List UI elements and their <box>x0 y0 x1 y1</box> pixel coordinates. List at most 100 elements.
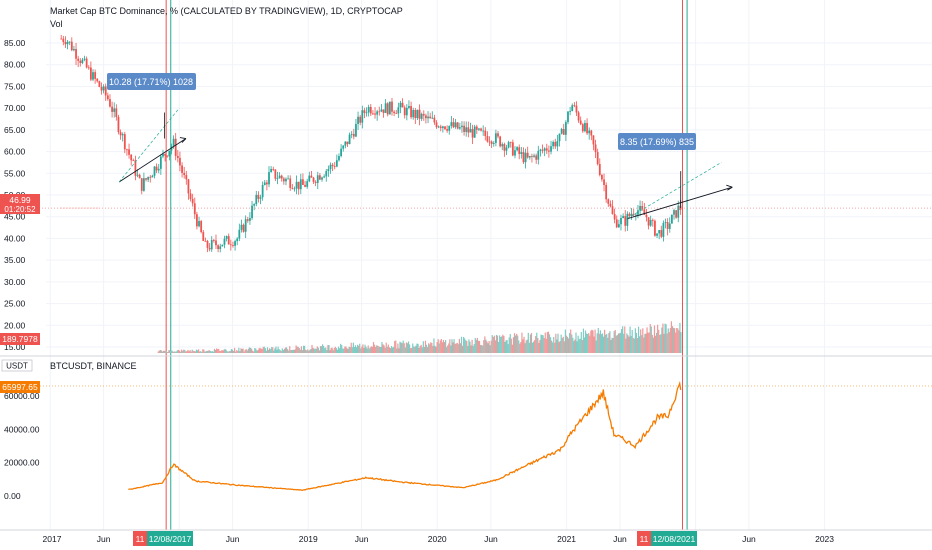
volume-bar <box>464 338 466 353</box>
dominance-y-tick: 35.00 <box>4 255 26 265</box>
dominance-candle <box>467 127 470 133</box>
volume-bar <box>598 333 600 353</box>
volume-bar <box>609 331 611 353</box>
volume-bar <box>223 349 225 353</box>
volume-bar <box>317 347 319 353</box>
drawings[interactable] <box>0 107 932 220</box>
volume-bar <box>614 330 616 353</box>
annotation-box-2[interactable]: 8.35 (17.69%) 835 <box>618 133 696 150</box>
dominance-candle <box>310 175 313 178</box>
volume-bar <box>478 340 481 353</box>
dominance-candle <box>475 126 478 130</box>
dominance-candle <box>486 136 489 142</box>
volume-bar <box>335 348 337 353</box>
volume-bar <box>678 330 680 353</box>
volume-bar <box>387 344 389 353</box>
volume-bar <box>549 337 552 353</box>
volume-bar <box>281 348 283 353</box>
volume-bar <box>382 344 384 353</box>
volume-bar <box>183 349 185 353</box>
dominance-candle <box>251 205 253 219</box>
volume-bar <box>396 348 398 353</box>
x-axis-label: Jun <box>742 534 756 544</box>
dominance-candle <box>454 122 457 128</box>
volume-bar <box>237 350 239 353</box>
dominance-candle <box>518 147 521 154</box>
volume-bar <box>219 350 221 353</box>
volume-bar <box>582 328 585 353</box>
dominance-candle <box>73 49 75 51</box>
volume-bar <box>561 337 563 353</box>
volume-bar <box>620 329 623 353</box>
dominance-candle <box>157 168 160 171</box>
dominance-candle <box>191 198 194 204</box>
btcusdt-y-axis[interactable]: 60000.00 40000.00 20000.00 0.00 <box>4 391 40 501</box>
volume-bar <box>457 344 459 353</box>
dominance-candle <box>488 141 491 143</box>
volume-bar <box>289 346 291 353</box>
annotation-box-1[interactable]: 10.28 (17.71%) 1028 <box>107 73 196 90</box>
volume-bar <box>447 345 449 353</box>
volume-bar <box>617 333 620 353</box>
volume-bar <box>328 344 330 353</box>
volume-bar <box>442 339 445 353</box>
volume-bar <box>679 322 681 353</box>
volume-bar <box>491 335 493 353</box>
dominance-candle <box>391 101 393 112</box>
volume-bar <box>432 346 434 353</box>
dominance-candle <box>634 214 637 216</box>
volume-bar <box>496 335 499 353</box>
dominance-candle <box>564 122 567 135</box>
volume-bar <box>459 343 462 353</box>
volume-bar <box>405 342 407 353</box>
volume-bar <box>188 351 190 353</box>
volume-bar <box>667 328 669 353</box>
volume-bar <box>369 347 371 353</box>
volume-bar <box>302 345 305 353</box>
dominance-candle <box>304 184 306 187</box>
volume-bar <box>528 342 530 353</box>
volume-bar <box>322 344 324 353</box>
volume-bar <box>563 341 565 353</box>
dominance-candle <box>128 149 130 155</box>
dominance-candle <box>325 171 328 177</box>
volume-bar <box>502 334 504 353</box>
volume-bar <box>191 349 193 353</box>
volume-bar <box>290 350 292 353</box>
dominance-candle <box>374 113 376 115</box>
volume-bar <box>330 348 332 353</box>
dominance-candle <box>554 141 557 147</box>
volume-bar <box>439 340 441 353</box>
dominance-candle <box>670 214 673 224</box>
volume-bar <box>484 336 486 353</box>
volume-bar <box>630 335 632 353</box>
volume-bar <box>635 332 638 353</box>
dominance-candle <box>104 86 107 96</box>
volume-bar <box>285 347 288 353</box>
dominance-candle <box>654 220 656 236</box>
volume-bar <box>214 349 217 353</box>
volume-bar <box>461 345 464 353</box>
volume-bar <box>604 329 606 353</box>
dominance-candle <box>393 111 396 114</box>
dominance-candle <box>509 142 512 143</box>
volume-bar <box>551 340 553 353</box>
volume-bar <box>669 328 671 353</box>
dominance-candle <box>363 110 366 113</box>
volume-bar <box>456 342 458 353</box>
volume-bar <box>507 344 509 353</box>
volume-bar <box>475 339 477 353</box>
dominance-candle <box>577 112 580 121</box>
dominance-candle <box>410 106 412 118</box>
volume-bar <box>353 346 356 353</box>
dominance-candle <box>452 122 455 128</box>
volume-bar <box>626 333 628 353</box>
x-axis[interactable]: 2017 Jun Jun 2019 Jun 2020 Jun 2021 Jun Jun 2023 <box>43 534 835 544</box>
dominance-candle <box>484 130 487 137</box>
volume-bar <box>158 350 160 353</box>
x-axis-label: Jun <box>226 534 240 544</box>
x-marker-1: 11 12/08/2017 <box>133 531 193 546</box>
dominance-candle <box>471 129 474 138</box>
dominance-candle <box>323 176 326 178</box>
